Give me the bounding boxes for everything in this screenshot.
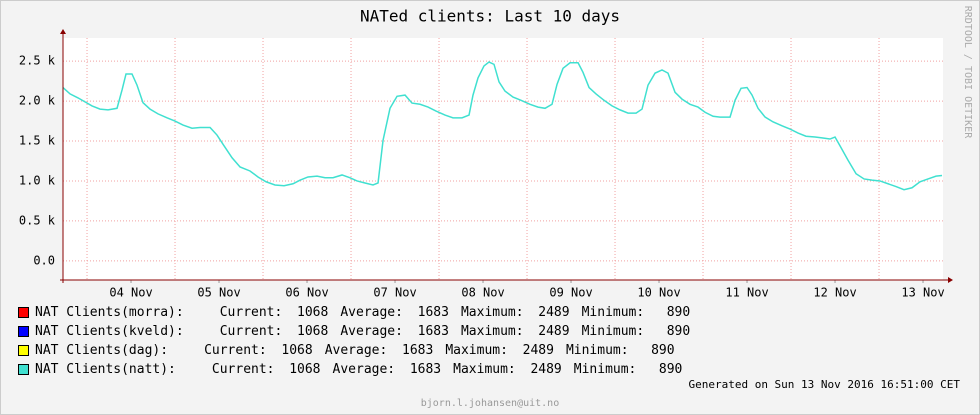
legend-name: NAT Clients(kveld): [35,324,184,339]
stat-label: Average: [324,343,388,358]
stat-label: Minimum: [565,343,629,358]
legend-row: NAT Clients(morra): Current: 1068 Average: 1… [18,303,702,322]
stat-label: Current: [211,362,275,377]
stat-value: 2489 [538,305,570,320]
stat-value: 1683 [402,343,434,358]
stat-label: Average: [340,324,403,339]
stat-value: 2489 [530,362,562,377]
x-tick-label: 07 Nov [373,286,416,300]
x-tick-label: 12 Nov [813,286,856,300]
x-tick-label: 13 Nov [901,286,944,300]
axis-arrow [60,29,66,34]
x-tick-label: 09 Nov [549,286,592,300]
credit: bjorn.l.johansen@uit.no [421,398,559,409]
x-tick-label: 06 Nov [285,286,328,300]
stat-label: Average: [340,305,403,320]
stat-label: Minimum: [581,305,645,320]
legend-swatch [18,364,29,375]
stat-value: 1068 [297,324,329,339]
legend: NAT Clients(morra): Current: 1068 Average: 1… [18,303,702,379]
x-tick-label: 04 Nov [109,286,152,300]
legend-swatch [18,345,29,356]
plot-area [63,38,943,280]
stat-value: 890 [666,324,691,339]
stat-label: Minimum: [573,362,637,377]
stat-value: 2489 [522,343,554,358]
stat-value: 890 [666,305,691,320]
stat-value: 1683 [417,324,449,339]
stat-label: Maximum: [460,324,524,339]
legend-swatch [18,307,29,318]
stat-value: 1068 [297,305,329,320]
axis-arrow [948,277,953,283]
legend-swatch [18,326,29,337]
footer: Generated on Sun 13 Nov 2016 16:51:00 CE… [688,378,960,391]
legend-row: NAT Clients(kveld): Current: 1068 Average: 1… [18,322,702,341]
y-tick-label: 2.5 k [19,54,56,68]
stat-value: 1683 [417,305,449,320]
stat-value: 890 [651,343,675,358]
legend-name: NAT Clients(morra): [35,305,184,320]
x-tick-label: 08 Nov [461,286,504,300]
x-tick-label: 10 Nov [637,286,680,300]
stat-label: Maximum: [460,305,524,320]
stat-label: Maximum: [453,362,516,377]
stat-value: 1683 [409,362,442,377]
stat-value: 1068 [281,343,313,358]
stat-value: 890 [658,362,683,377]
y-tick-label: 0.0 [33,253,55,267]
stat-label: Current: [204,343,267,358]
stat-label: Minimum: [581,324,645,339]
stat-label: Current: [219,305,283,320]
y-tick-label: 0.5 k [19,213,56,227]
x-tick-label: 11 Nov [725,286,768,300]
y-tick-label: 1.5 k [19,134,56,148]
stat-label: Current: [219,324,283,339]
legend-name: NAT Clients(natt): [35,362,176,377]
line [62,61,943,191]
chart-title: NATed clients: Last 10 days [360,7,620,26]
stat-label: Average: [332,362,396,377]
legend-row: NAT Clients(dag): Current: 1068 Average: 168… [18,341,702,360]
y-tick-label: 1.0 k [19,173,56,187]
legend-name: NAT Clients(dag): [35,343,169,358]
side-label: RRDTOOL / TOBI OETIKER [962,6,973,139]
stat-label: Maximum: [445,343,508,358]
stat-value: 2489 [538,324,570,339]
x-tick-label: 05 Nov [197,286,240,300]
stat-value: 1068 [289,362,321,377]
y-tick-label: 2.0 k [19,94,56,108]
legend-row: NAT Clients(natt): Current: 1068 Average: 16… [18,360,702,379]
